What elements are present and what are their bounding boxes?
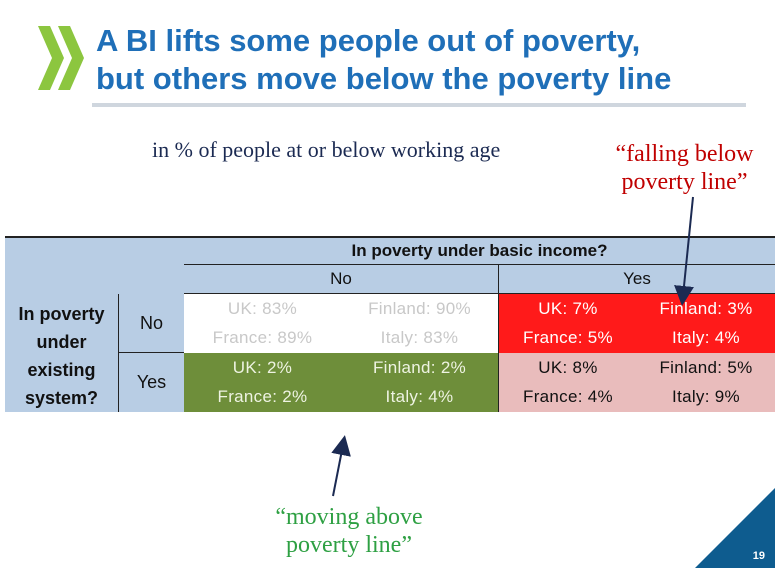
callout-moving-line-2: poverty line”	[286, 532, 412, 558]
callout-falling-below: “falling below poverty line”	[592, 140, 775, 196]
corner-decoration	[695, 488, 775, 568]
arrow-up-icon	[331, 435, 351, 497]
cell-value: UK: 7%	[538, 298, 598, 318]
row-header: In poverty under existing system?	[5, 294, 118, 412]
column-header: In poverty under basic income?	[184, 236, 775, 265]
cell-never-poor: UK: 83% Finland: 90% France: 89% Italy: …	[184, 294, 498, 353]
row-header-line-4: system?	[24, 388, 99, 408]
cell-stay-poor: UK: 8% Finland: 5% France: 4% Italy: 9%	[498, 353, 775, 412]
table-corner	[5, 236, 184, 294]
row-header-line-3: existing	[27, 360, 96, 380]
callout-moving-above: “moving above poverty line”	[254, 503, 444, 559]
cell-value: UK: 2%	[232, 357, 293, 377]
poverty-transition-table: In poverty under basic income? No Yes In…	[5, 236, 775, 426]
cell-falling-below: UK: 7% Finland: 3% France: 5% Italy: 4%	[498, 294, 775, 353]
cell-value: Italy: 9%	[672, 387, 740, 407]
cell-value: Finland: 2%	[372, 357, 467, 377]
cell-value: France: 4%	[523, 387, 613, 407]
cell-value: Italy: 4%	[672, 328, 740, 348]
cell-moving-above: UK: 2% Finland: 2% France: 2% Italy: 4%	[184, 353, 498, 412]
cell-value: Finland: 3%	[659, 298, 753, 318]
cell-value: Finland: 90%	[368, 298, 471, 318]
cell-value: UK: 83%	[227, 298, 298, 318]
subtitle: in % of people at or below working age	[152, 137, 501, 162]
cell-value: UK: 8%	[538, 357, 598, 377]
title-line-1: A BI lifts some people out of poverty,	[96, 23, 641, 58]
row-header-yes: Yes	[118, 353, 184, 412]
slide-title: A BI lifts some people out of poverty, b…	[96, 22, 766, 98]
row-header-line-2: under	[36, 332, 87, 352]
callout-falling-line-1: “falling below	[615, 141, 754, 167]
page-number: 19	[752, 550, 765, 562]
cell-value: Italy: 83%	[380, 327, 459, 347]
column-header-yes: Yes	[498, 265, 775, 294]
title-divider	[92, 103, 746, 107]
oecd-logo-icon	[38, 26, 84, 90]
column-header-no: No	[184, 265, 498, 294]
callout-moving-line-1: “moving above	[275, 504, 423, 530]
cell-value: Finland: 5%	[659, 357, 753, 377]
callout-falling-line-2: poverty line”	[621, 169, 748, 195]
cell-value: Italy: 4%	[385, 387, 454, 407]
title-line-2: but others move below the poverty line	[96, 61, 672, 96]
cell-value: France: 89%	[212, 327, 313, 347]
row-header-line-1: In poverty	[18, 304, 105, 324]
cell-value: France: 5%	[523, 328, 613, 348]
row-header-no: No	[118, 294, 184, 353]
cell-value: France: 2%	[217, 387, 308, 407]
